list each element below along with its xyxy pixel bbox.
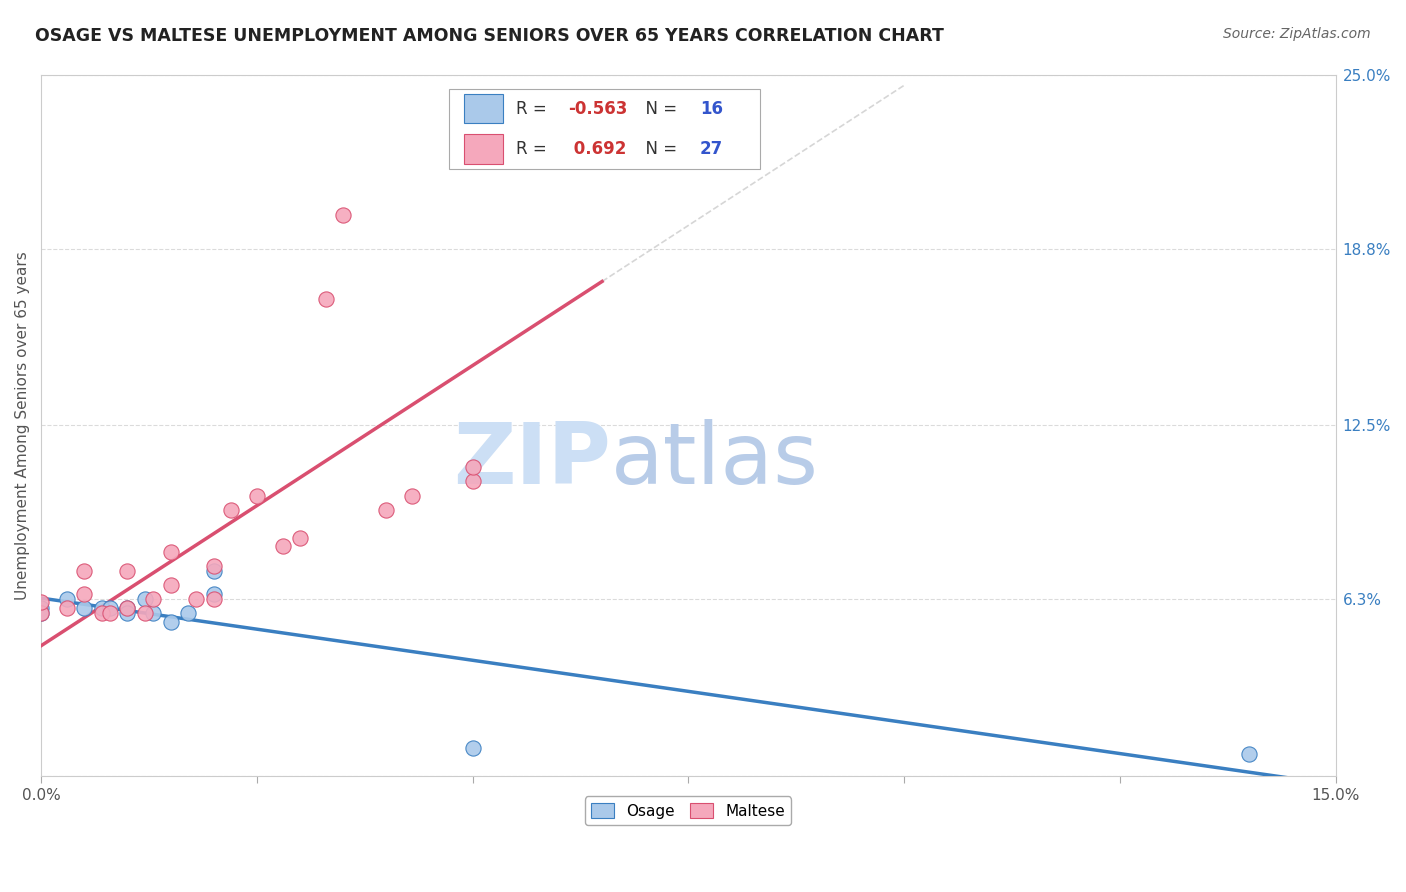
Point xyxy=(142,607,165,621)
Text: OSAGE VS MALTESE UNEMPLOYMENT AMONG SENIORS OVER 65 YEARS CORRELATION CHART: OSAGE VS MALTESE UNEMPLOYMENT AMONG SENI… xyxy=(35,27,943,45)
Point xyxy=(332,208,354,222)
Point xyxy=(56,592,79,607)
FancyBboxPatch shape xyxy=(464,135,503,164)
Point xyxy=(159,578,181,592)
Point xyxy=(159,544,181,558)
Point xyxy=(98,607,121,621)
Point xyxy=(30,595,52,609)
Point xyxy=(591,101,613,115)
Point xyxy=(30,607,52,621)
Text: N =: N = xyxy=(636,140,683,158)
Point xyxy=(73,564,96,578)
Point xyxy=(461,741,484,756)
Point xyxy=(202,587,225,601)
Point xyxy=(134,592,156,607)
Point xyxy=(117,600,139,615)
Point xyxy=(246,489,269,503)
FancyBboxPatch shape xyxy=(449,88,759,169)
Text: R =: R = xyxy=(516,100,553,118)
Text: R =: R = xyxy=(516,140,553,158)
Point xyxy=(142,592,165,607)
Point xyxy=(90,600,112,615)
Text: ZIP: ZIP xyxy=(453,419,610,502)
Point xyxy=(134,607,156,621)
Point xyxy=(202,558,225,573)
Point xyxy=(117,600,139,615)
Point xyxy=(219,502,242,516)
Point xyxy=(98,600,121,615)
Point xyxy=(159,615,181,629)
Text: 27: 27 xyxy=(700,140,723,158)
Text: Source: ZipAtlas.com: Source: ZipAtlas.com xyxy=(1223,27,1371,41)
Text: -0.563: -0.563 xyxy=(568,100,627,118)
Point xyxy=(202,564,225,578)
Point xyxy=(73,587,96,601)
Point xyxy=(73,600,96,615)
Point xyxy=(271,539,294,553)
Point xyxy=(288,531,311,545)
Point xyxy=(461,460,484,475)
Point xyxy=(30,607,52,621)
Legend: Osage, Maltese: Osage, Maltese xyxy=(585,797,792,825)
Point xyxy=(90,607,112,621)
FancyBboxPatch shape xyxy=(464,94,503,123)
Text: atlas: atlas xyxy=(610,419,818,502)
Point xyxy=(56,600,79,615)
Text: 16: 16 xyxy=(700,100,723,118)
Point xyxy=(1239,747,1261,761)
Point xyxy=(401,489,423,503)
Text: 0.692: 0.692 xyxy=(568,140,627,158)
Point xyxy=(117,607,139,621)
Y-axis label: Unemployment Among Seniors over 65 years: Unemployment Among Seniors over 65 years xyxy=(15,251,30,599)
Point xyxy=(202,592,225,607)
Text: N =: N = xyxy=(636,100,683,118)
Point xyxy=(461,475,484,489)
Point xyxy=(186,592,208,607)
Point xyxy=(315,292,337,306)
Point xyxy=(117,564,139,578)
Point xyxy=(177,607,200,621)
Point xyxy=(375,502,398,516)
Point xyxy=(30,600,52,615)
